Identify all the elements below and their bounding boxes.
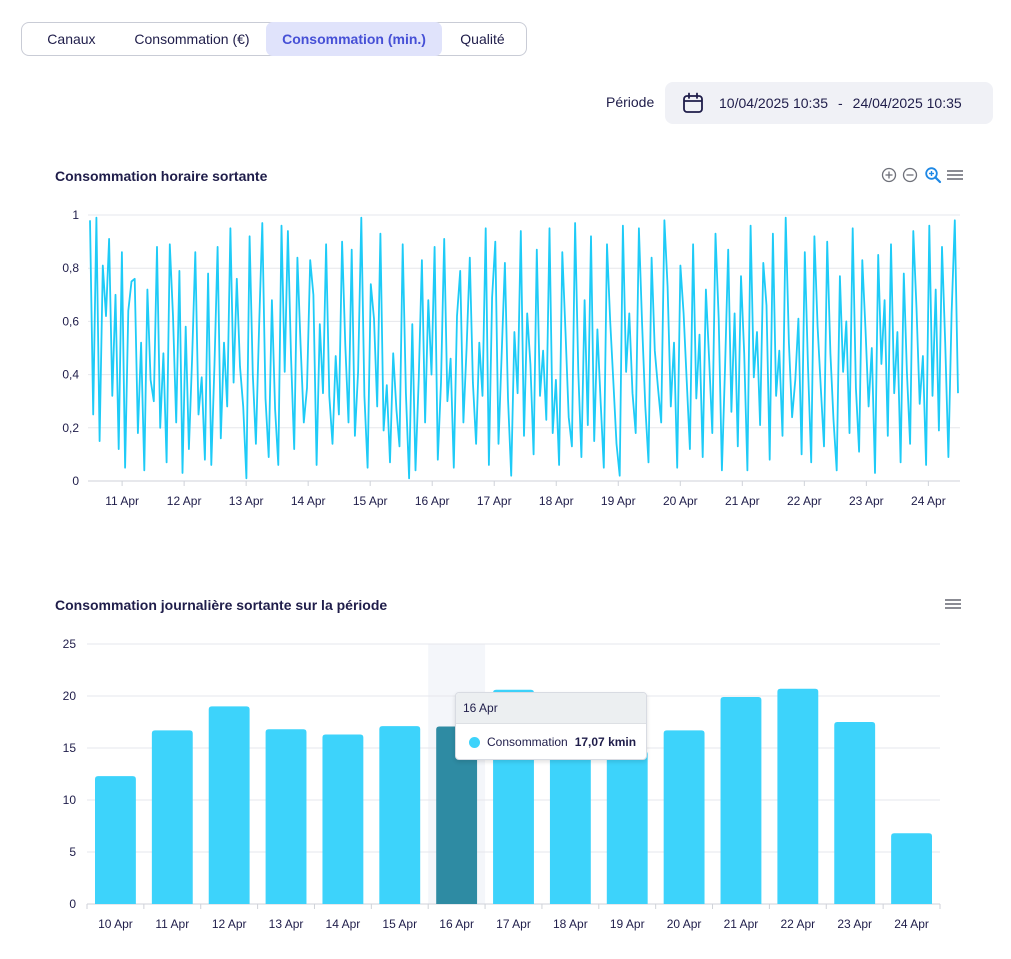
daily-chart-title: Consommation journalière sortante sur la… bbox=[55, 597, 388, 613]
y-tick-label: 10 bbox=[63, 793, 77, 807]
y-tick-label: 0,2 bbox=[62, 421, 79, 435]
menu-icon[interactable] bbox=[944, 595, 962, 613]
x-tick-label: 18 Apr bbox=[553, 917, 588, 931]
tab-consommation-min[interactable]: Consommation (min.) bbox=[266, 22, 442, 56]
bar bbox=[777, 688, 819, 904]
bar bbox=[208, 706, 250, 904]
bar bbox=[151, 730, 193, 904]
y-tick-label: 0,6 bbox=[62, 314, 79, 328]
bar bbox=[322, 734, 364, 904]
zoom-out-icon[interactable] bbox=[901, 166, 919, 184]
x-tick-label: 13 Apr bbox=[229, 494, 264, 508]
daily-consumption-chart: 0 5 10 15 20 25 10 Apr 11 Apr 12 Apr 13 Apr 14 Apr… bbox=[63, 637, 941, 931]
bar bbox=[265, 729, 307, 904]
hourly-consumption-chart: 0 0,2 0,4 0,6 0,8 1 11 Apr 12 Apr 13 Apr 14 Apr 15… bbox=[62, 208, 960, 508]
tab-qualite[interactable]: Qualité bbox=[460, 31, 505, 47]
x-tick-label: 11 Apr bbox=[105, 494, 139, 508]
bar bbox=[720, 697, 762, 904]
x-tick-label: 13 Apr bbox=[269, 917, 304, 931]
hourly-chart-title: Consommation horaire sortante bbox=[55, 168, 268, 184]
daily-chart-toolbar bbox=[944, 595, 962, 613]
tooltip-series-name: Consommation bbox=[487, 735, 568, 749]
x-tick-label: 21 Apr bbox=[724, 917, 759, 931]
bar bbox=[95, 776, 136, 904]
x-tick-label: 15 Apr bbox=[353, 494, 388, 508]
x-tick-label: 21 Apr bbox=[725, 494, 760, 508]
x-tick-label: 14 Apr bbox=[326, 917, 361, 931]
calendar-icon bbox=[683, 92, 703, 113]
tooltip-header: 16 Apr bbox=[456, 693, 646, 724]
tooltip-series-marker bbox=[469, 736, 480, 748]
x-tick-label: 17 Apr bbox=[477, 494, 512, 508]
period-label: Période bbox=[606, 94, 655, 110]
y-tick-label: 0 bbox=[72, 474, 79, 488]
x-tick-label: 19 Apr bbox=[610, 917, 645, 931]
series-line bbox=[89, 216, 959, 480]
x-tick-label: 10 Apr bbox=[98, 917, 133, 931]
bar-tooltip: 16 Apr Consommation 17,07 kmin bbox=[455, 692, 647, 760]
x-tick-label: 15 Apr bbox=[382, 917, 417, 931]
y-tick-label: 20 bbox=[63, 689, 77, 703]
bar bbox=[549, 739, 591, 904]
x-tick-label: 14 Apr bbox=[291, 494, 326, 508]
bar bbox=[606, 751, 648, 904]
x-tick-label: 23 Apr bbox=[837, 917, 872, 931]
tab-consommation-euro[interactable]: Consommation (€) bbox=[134, 31, 250, 47]
zoom-selection-icon[interactable] bbox=[924, 166, 942, 184]
y-tick-label: 0 bbox=[69, 897, 76, 911]
y-tick-label: 5 bbox=[69, 845, 76, 859]
bar bbox=[436, 726, 478, 904]
menu-icon[interactable] bbox=[946, 166, 964, 184]
x-tick-label: 22 Apr bbox=[787, 494, 822, 508]
tooltip-value: 17,07 kmin bbox=[574, 735, 637, 749]
x-tick-label: 20 Apr bbox=[667, 917, 702, 931]
y-tick-label: 0,8 bbox=[62, 261, 79, 275]
hourly-chart-toolbar bbox=[880, 166, 964, 184]
x-tick-label: 19 Apr bbox=[601, 494, 636, 508]
x-tick-label: 16 Apr bbox=[439, 917, 474, 931]
x-tick-label: 11 Apr bbox=[155, 917, 189, 931]
x-tick-label: 17 Apr bbox=[496, 917, 531, 931]
zoom-in-icon[interactable] bbox=[880, 166, 898, 184]
bar bbox=[663, 730, 705, 904]
x-tick-label: 23 Apr bbox=[849, 494, 884, 508]
y-tick-label: 15 bbox=[63, 741, 77, 755]
x-tick-label: 24 Apr bbox=[911, 494, 946, 508]
x-tick-label: 12 Apr bbox=[212, 917, 247, 931]
x-tick-label: 16 Apr bbox=[415, 494, 450, 508]
y-tick-label: 25 bbox=[63, 637, 77, 651]
x-tick-label: 18 Apr bbox=[539, 494, 574, 508]
tab-bar: Canaux Consommation (€) Consommation (mi… bbox=[21, 22, 527, 56]
period-separator: - bbox=[838, 95, 843, 111]
period-end: 24/04/2025 10:35 bbox=[852, 95, 962, 111]
tab-canaux[interactable]: Canaux bbox=[47, 31, 96, 47]
bar bbox=[834, 722, 876, 904]
period-picker[interactable]: 10/04/2025 10:35 - 24/04/2025 10:35 bbox=[665, 82, 993, 124]
bar bbox=[379, 726, 421, 904]
period-start: 10/04/2025 10:35 bbox=[719, 95, 828, 111]
x-tick-label: 20 Apr bbox=[663, 494, 698, 508]
x-tick-label: 22 Apr bbox=[780, 917, 815, 931]
bar bbox=[891, 833, 932, 904]
y-tick-label: 0,4 bbox=[62, 368, 79, 382]
x-tick-label: 24 Apr bbox=[894, 917, 929, 931]
x-tick-label: 12 Apr bbox=[167, 494, 202, 508]
y-tick-label: 1 bbox=[72, 208, 79, 222]
tooltip-body: Consommation 17,07 kmin bbox=[456, 724, 646, 759]
